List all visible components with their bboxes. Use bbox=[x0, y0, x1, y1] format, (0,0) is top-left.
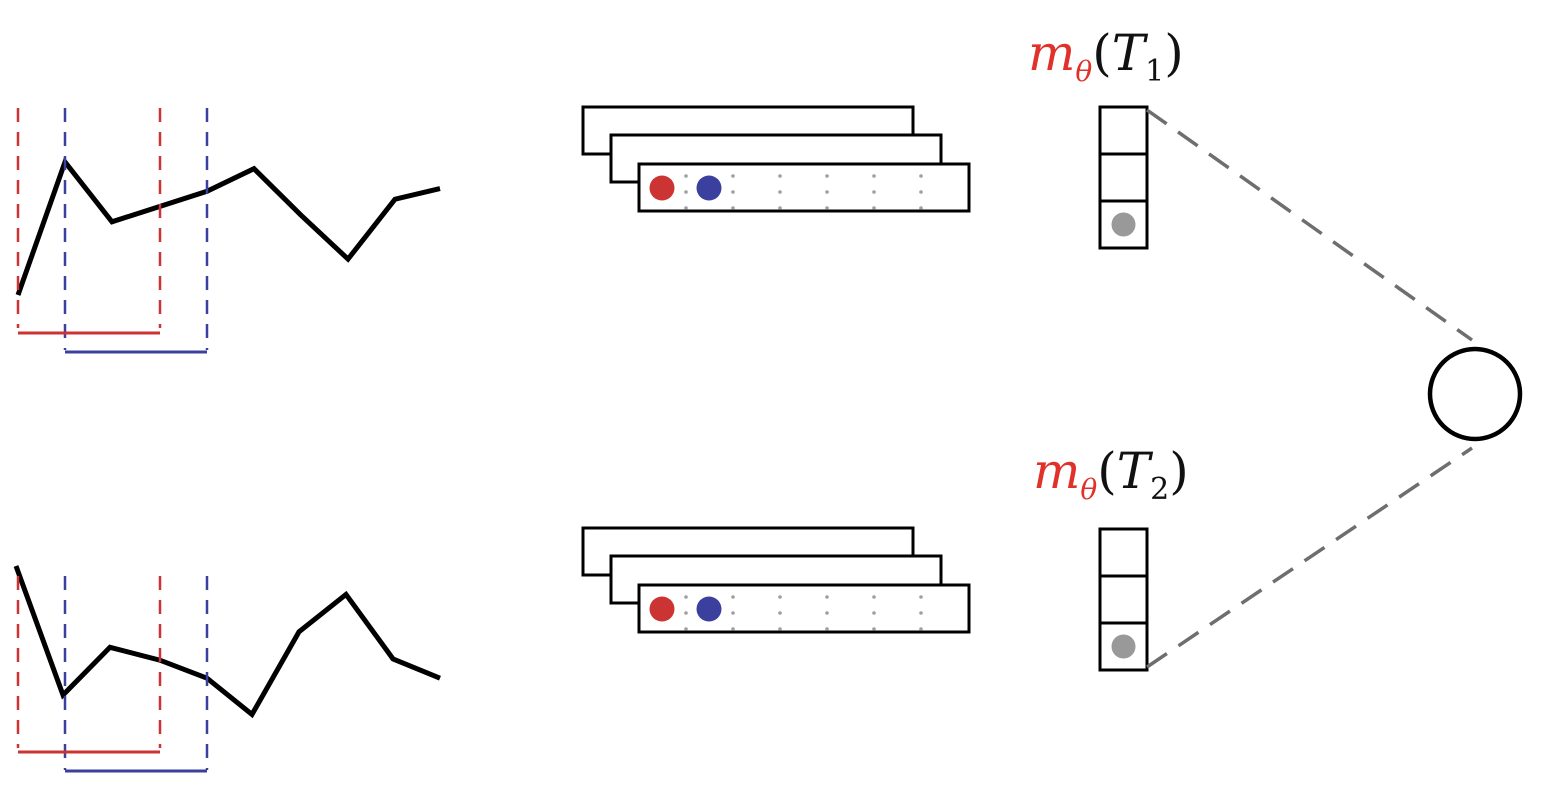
bottom-vector-cell-1 bbox=[1098, 527, 1149, 578]
top-blue-token bbox=[696, 175, 722, 201]
top-red-token bbox=[649, 175, 675, 201]
bottom-label-index: 2 bbox=[1150, 472, 1170, 507]
bottom-red-token bbox=[649, 596, 675, 622]
bottom-sheet-front bbox=[637, 583, 971, 634]
top-vector-cell-2 bbox=[1098, 152, 1149, 203]
top-label-var: T bbox=[1111, 24, 1146, 82]
bottom-label-close: ) bbox=[1169, 442, 1189, 500]
similarity-node bbox=[1427, 346, 1523, 442]
top-sheet-front bbox=[637, 162, 971, 213]
bottom-embedding-stack bbox=[581, 526, 971, 634]
top-time-series-line bbox=[15, 156, 441, 296]
bottom-time-series-line bbox=[13, 565, 441, 719]
top-label-index: 1 bbox=[1145, 54, 1165, 89]
bottom-output-vector bbox=[1098, 527, 1149, 672]
top-label-sub: θ bbox=[1075, 55, 1093, 88]
bottom-label-func: m bbox=[1033, 442, 1081, 500]
top-connector-line bbox=[1145, 108, 1474, 342]
bottom-vector-cell-2 bbox=[1098, 574, 1149, 625]
bottom-sheet-dots bbox=[684, 595, 923, 631]
bottom-label-open: ( bbox=[1097, 442, 1117, 500]
bottom-blue-token bbox=[696, 596, 722, 622]
top-output-vector bbox=[1098, 105, 1149, 250]
bottom-label-sub: θ bbox=[1080, 473, 1098, 506]
top-embedding-stack bbox=[581, 105, 971, 213]
top-label-func: m bbox=[1028, 24, 1076, 82]
comparison bbox=[1145, 108, 1523, 669]
bottom-vector-cell-3 bbox=[1098, 621, 1149, 672]
top-vector-cell-1 bbox=[1098, 105, 1149, 156]
top-vector-dot bbox=[1111, 212, 1136, 237]
bottom-label-var: T bbox=[1116, 442, 1151, 500]
top-embedding-label: mθ(T1) bbox=[1028, 28, 1184, 87]
top-panel bbox=[15, 105, 1149, 354]
top-label-open: ( bbox=[1092, 24, 1112, 82]
bottom-vector-dot bbox=[1111, 634, 1136, 659]
bottom-embedding-label: mθ(T2) bbox=[1033, 446, 1189, 505]
bottom-connector-line bbox=[1146, 446, 1473, 669]
bottom-panel bbox=[13, 526, 1149, 773]
top-label-close: ) bbox=[1164, 24, 1184, 82]
top-sheet-dots bbox=[684, 174, 923, 210]
